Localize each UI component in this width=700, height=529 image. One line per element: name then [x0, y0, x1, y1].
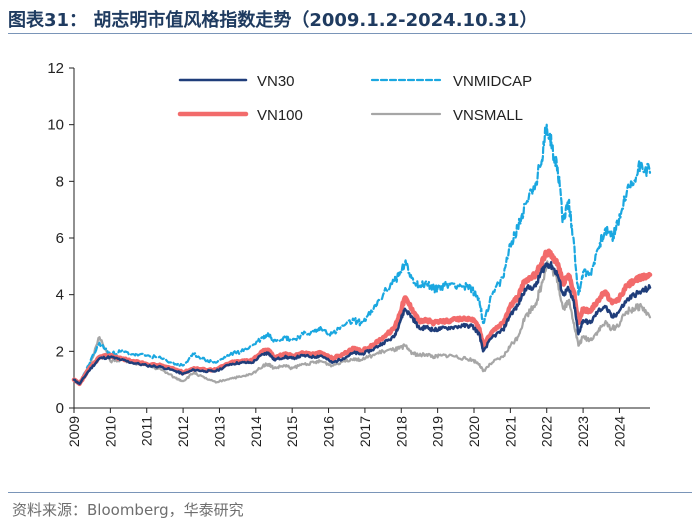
x-tick-label: 2011	[139, 416, 155, 446]
footer-divider	[8, 492, 692, 493]
series-line-vnmidcap	[72, 123, 652, 385]
series-layer	[71, 123, 653, 387]
x-tick-label: 2016	[321, 416, 337, 447]
y-tick-label: 2	[56, 343, 64, 360]
y-tick-label: 8	[56, 173, 64, 190]
x-tick-label: 2017	[357, 416, 373, 447]
y-tick-label: 6	[56, 230, 64, 247]
x-tick-label: 2023	[575, 416, 591, 447]
series-line-vn100	[71, 248, 653, 387]
chart-title: 图表31： 胡志明市值风格指数走势（2009.1.2-2024.10.31）	[8, 10, 538, 31]
y-tick-label: 12	[47, 60, 64, 77]
axes-layer: 0 2 4 6 8 10 12 2009 2010 2011 2012 2013 2014 2015 201…	[47, 60, 650, 447]
y-tick-label: 0	[56, 400, 64, 417]
x-tick-label: 2018	[393, 416, 409, 447]
y-tick-label: 10	[47, 117, 64, 134]
legend-label-vnsmall: VNSMALL	[453, 107, 523, 124]
legend-label-vnmidcap: VNMIDCAP	[453, 73, 532, 90]
legend: VN30 VNMIDCAP VN100 VNSMALL	[177, 73, 532, 124]
x-tick-label: 2022	[539, 416, 555, 447]
series-line-vn30	[72, 261, 652, 386]
x-tick-label: 2021	[502, 416, 518, 447]
legend-label-vn100: VN100	[257, 107, 303, 124]
x-tick-label: 2010	[102, 416, 118, 447]
x-tick-label: 2013	[211, 416, 227, 447]
title-divider	[8, 33, 692, 34]
x-tick-label: 2014	[248, 416, 264, 447]
x-tick-label: 2012	[175, 416, 191, 447]
x-tick-label: 2020	[466, 416, 482, 447]
x-tick-label: 2009	[66, 416, 82, 447]
x-tick-label: 2015	[284, 416, 300, 447]
series-line-vnsmall	[72, 260, 652, 385]
y-tick-label: 4	[56, 287, 64, 304]
x-tick-label: 2019	[430, 416, 446, 447]
source-note: 资料来源：Bloomberg，华泰研究	[12, 501, 244, 519]
legend-label-vn30: VN30	[257, 73, 295, 90]
x-tick-label: 2024	[611, 416, 627, 447]
